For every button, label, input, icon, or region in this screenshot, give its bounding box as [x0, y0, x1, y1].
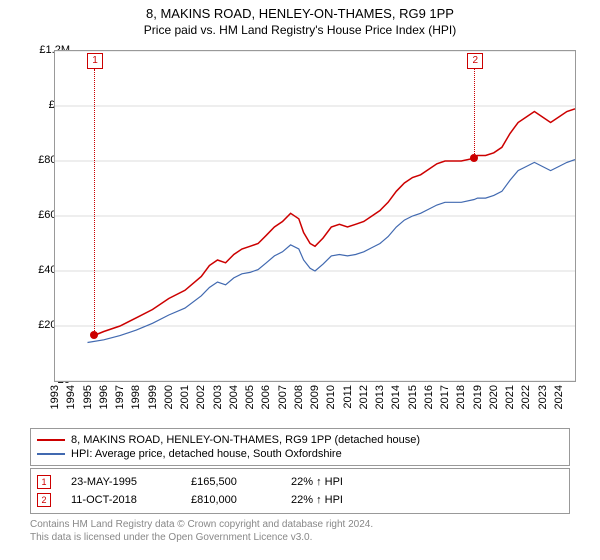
legend-event-date: 23-MAY-1995 — [71, 476, 171, 488]
x-tick-label: 2010 — [325, 385, 337, 409]
chart-title: 8, MAKINS ROAD, HENLEY-ON-THAMES, RG9 1P… — [0, 0, 600, 21]
x-tick-label: 1996 — [98, 385, 110, 409]
x-tick-label: 2008 — [293, 385, 305, 409]
x-tick-label: 2023 — [537, 385, 549, 409]
legend-event-row: 1 23-MAY-1995 £165,500 22% ↑ HPI — [37, 473, 563, 491]
x-tick-label: 2009 — [309, 385, 321, 409]
x-tick-label: 2018 — [455, 385, 467, 409]
legend-series-label: 8, MAKINS ROAD, HENLEY-ON-THAMES, RG9 1P… — [71, 434, 420, 446]
x-tick-label: 2000 — [163, 385, 175, 409]
x-tick-label: 2006 — [260, 385, 272, 409]
x-tick-label: 1994 — [65, 385, 77, 409]
marker-label: 1 — [87, 53, 103, 69]
legend-series-label: HPI: Average price, detached house, Sout… — [71, 448, 342, 460]
x-tick-label: 2007 — [277, 385, 289, 409]
legend-event-date: 11-OCT-2018 — [71, 494, 171, 506]
plot-area: 12 — [54, 50, 576, 382]
chart-container: 8, MAKINS ROAD, HENLEY-ON-THAMES, RG9 1P… — [0, 0, 600, 560]
x-tick-label: 2012 — [358, 385, 370, 409]
x-tick-label: 1999 — [147, 385, 159, 409]
line-series-svg — [55, 51, 575, 381]
x-tick-label: 2004 — [228, 385, 240, 409]
x-tick-label: 1995 — [82, 385, 94, 409]
marker-guideline — [474, 69, 475, 158]
x-tick-label: 2001 — [179, 385, 191, 409]
legend-series: 8, MAKINS ROAD, HENLEY-ON-THAMES, RG9 1P… — [30, 428, 570, 466]
footer-line1: Contains HM Land Registry data © Crown c… — [30, 518, 373, 531]
footer-line2: This data is licensed under the Open Gov… — [30, 531, 373, 544]
legend-swatch — [37, 439, 65, 441]
x-tick-label: 2016 — [423, 385, 435, 409]
legend-event-marker: 1 — [37, 475, 51, 489]
legend-series-row: HPI: Average price, detached house, Sout… — [37, 447, 563, 461]
x-tick-label: 2011 — [342, 385, 354, 409]
legend-event-price: £810,000 — [191, 494, 271, 506]
x-tick-label: 2013 — [374, 385, 386, 409]
legend-series-row: 8, MAKINS ROAD, HENLEY-ON-THAMES, RG9 1P… — [37, 433, 563, 447]
x-tick-label: 2020 — [488, 385, 500, 409]
marker-label: 2 — [467, 53, 483, 69]
legend-event-marker: 2 — [37, 493, 51, 507]
x-tick-label: 2024 — [553, 385, 565, 409]
x-tick-label: 1997 — [114, 385, 126, 409]
x-tick-label: 2022 — [520, 385, 532, 409]
x-tick-label: 2015 — [407, 385, 419, 409]
footer-attribution: Contains HM Land Registry data © Crown c… — [30, 518, 373, 544]
x-tick-label: 2005 — [244, 385, 256, 409]
legend-event-price: £165,500 — [191, 476, 271, 488]
x-tick-label: 2014 — [390, 385, 402, 409]
x-tick-label: 2021 — [504, 385, 516, 409]
x-tick-label: 2017 — [439, 385, 451, 409]
legend-event-row: 2 11-OCT-2018 £810,000 22% ↑ HPI — [37, 491, 563, 509]
x-tick-label: 1998 — [130, 385, 142, 409]
chart-subtitle: Price paid vs. HM Land Registry's House … — [0, 21, 600, 41]
x-tick-label: 2002 — [195, 385, 207, 409]
legend-events: 1 23-MAY-1995 £165,500 22% ↑ HPI 2 11-OCT-201… — [30, 468, 570, 514]
x-tick-label: 2003 — [212, 385, 224, 409]
marker-guideline — [94, 69, 95, 335]
x-tick-label: 2019 — [472, 385, 484, 409]
x-tick-label: 1993 — [49, 385, 61, 409]
legend-event-pct: 22% ↑ HPI — [291, 494, 381, 506]
legend-swatch — [37, 453, 65, 455]
legend-event-pct: 22% ↑ HPI — [291, 476, 381, 488]
